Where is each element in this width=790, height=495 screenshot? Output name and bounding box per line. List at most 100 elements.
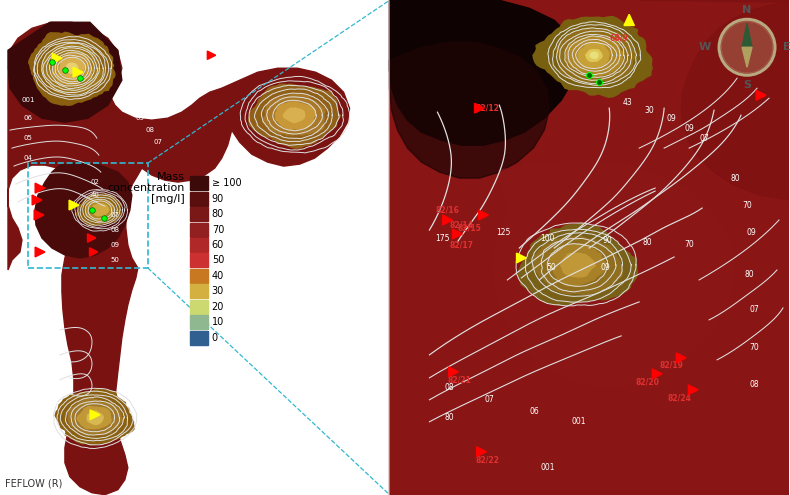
Polygon shape xyxy=(742,23,752,47)
Text: 80: 80 xyxy=(730,174,740,183)
Polygon shape xyxy=(8,22,349,495)
Polygon shape xyxy=(55,389,134,445)
Polygon shape xyxy=(479,210,488,220)
Polygon shape xyxy=(77,406,111,429)
Polygon shape xyxy=(60,57,85,79)
Bar xyxy=(190,223,208,237)
Polygon shape xyxy=(453,229,462,239)
Polygon shape xyxy=(389,42,549,178)
Polygon shape xyxy=(566,37,623,77)
Text: 001: 001 xyxy=(540,463,555,472)
Polygon shape xyxy=(561,253,595,277)
Text: 001: 001 xyxy=(21,97,35,103)
Polygon shape xyxy=(28,32,115,105)
Polygon shape xyxy=(92,204,109,216)
Text: 30: 30 xyxy=(645,105,654,115)
Text: 82/15: 82/15 xyxy=(457,224,481,233)
Polygon shape xyxy=(276,102,315,129)
Polygon shape xyxy=(68,398,123,435)
Text: 09: 09 xyxy=(111,242,119,248)
Polygon shape xyxy=(442,215,453,225)
Text: 05: 05 xyxy=(24,135,32,141)
Polygon shape xyxy=(389,0,577,145)
Bar xyxy=(190,269,208,283)
Text: 80: 80 xyxy=(445,413,454,422)
Text: 50: 50 xyxy=(212,255,224,265)
Bar xyxy=(190,300,208,314)
Polygon shape xyxy=(88,234,96,242)
Text: 07: 07 xyxy=(153,139,162,145)
Text: 40: 40 xyxy=(90,192,100,198)
Polygon shape xyxy=(533,16,653,98)
Text: 06: 06 xyxy=(529,407,540,416)
Bar xyxy=(190,176,208,190)
Text: concentration: concentration xyxy=(107,183,185,193)
Text: [mg/l]: [mg/l] xyxy=(151,194,185,204)
Text: 20: 20 xyxy=(212,302,224,312)
Bar xyxy=(190,315,208,329)
Text: 60: 60 xyxy=(212,240,224,250)
Polygon shape xyxy=(475,103,484,113)
Polygon shape xyxy=(35,162,132,258)
Text: 82/20: 82/20 xyxy=(635,377,659,386)
Text: 08: 08 xyxy=(145,127,154,133)
Text: 09: 09 xyxy=(51,452,59,458)
Text: 05: 05 xyxy=(51,437,59,443)
Polygon shape xyxy=(52,51,92,85)
Polygon shape xyxy=(87,411,103,425)
Text: 70: 70 xyxy=(749,344,759,352)
Text: 50: 50 xyxy=(111,257,119,263)
Text: 82/22: 82/22 xyxy=(476,455,499,464)
Polygon shape xyxy=(8,22,122,122)
Text: 175: 175 xyxy=(435,234,450,243)
Polygon shape xyxy=(756,90,766,100)
Text: 90: 90 xyxy=(212,194,224,203)
Polygon shape xyxy=(476,447,487,456)
Text: 30: 30 xyxy=(212,287,224,297)
Text: 100: 100 xyxy=(540,234,555,243)
Text: 50: 50 xyxy=(547,263,556,272)
Bar xyxy=(190,192,208,205)
Text: 07: 07 xyxy=(749,305,759,314)
Text: 09: 09 xyxy=(684,124,694,133)
Text: 82/12: 82/12 xyxy=(476,103,499,113)
Text: 08: 08 xyxy=(445,383,454,393)
Text: 70: 70 xyxy=(120,102,130,108)
Polygon shape xyxy=(688,385,698,395)
Text: 07: 07 xyxy=(33,342,43,348)
Bar xyxy=(190,331,208,345)
Text: 0: 0 xyxy=(212,333,218,343)
Text: 70: 70 xyxy=(684,240,694,248)
Text: 08: 08 xyxy=(33,317,43,323)
Polygon shape xyxy=(585,50,602,61)
Polygon shape xyxy=(35,183,45,193)
Polygon shape xyxy=(42,41,102,94)
Polygon shape xyxy=(73,67,83,77)
Text: 82/14: 82/14 xyxy=(450,221,473,230)
Text: 07: 07 xyxy=(484,396,495,404)
Text: 09: 09 xyxy=(135,115,145,121)
Polygon shape xyxy=(32,195,42,205)
Text: 09: 09 xyxy=(600,263,610,272)
Text: 07: 07 xyxy=(111,212,119,218)
Polygon shape xyxy=(207,51,216,59)
Text: 68/9: 68/9 xyxy=(610,34,629,43)
Polygon shape xyxy=(90,410,100,420)
Text: 82/21: 82/21 xyxy=(447,375,472,384)
Text: 07: 07 xyxy=(699,134,709,143)
Text: FEFLOW (R): FEFLOW (R) xyxy=(5,479,62,489)
Polygon shape xyxy=(89,248,98,256)
Text: 125: 125 xyxy=(496,228,510,237)
Text: 82/17: 82/17 xyxy=(450,241,473,249)
Text: 82/19: 82/19 xyxy=(659,360,683,369)
Text: 04: 04 xyxy=(51,402,59,408)
Text: 04: 04 xyxy=(24,155,32,161)
Polygon shape xyxy=(653,369,662,379)
Polygon shape xyxy=(66,63,78,73)
Text: S: S xyxy=(743,80,751,90)
Polygon shape xyxy=(34,210,44,220)
Text: 10: 10 xyxy=(212,317,224,327)
Polygon shape xyxy=(494,162,734,386)
Bar xyxy=(28,163,148,268)
Polygon shape xyxy=(517,253,526,263)
